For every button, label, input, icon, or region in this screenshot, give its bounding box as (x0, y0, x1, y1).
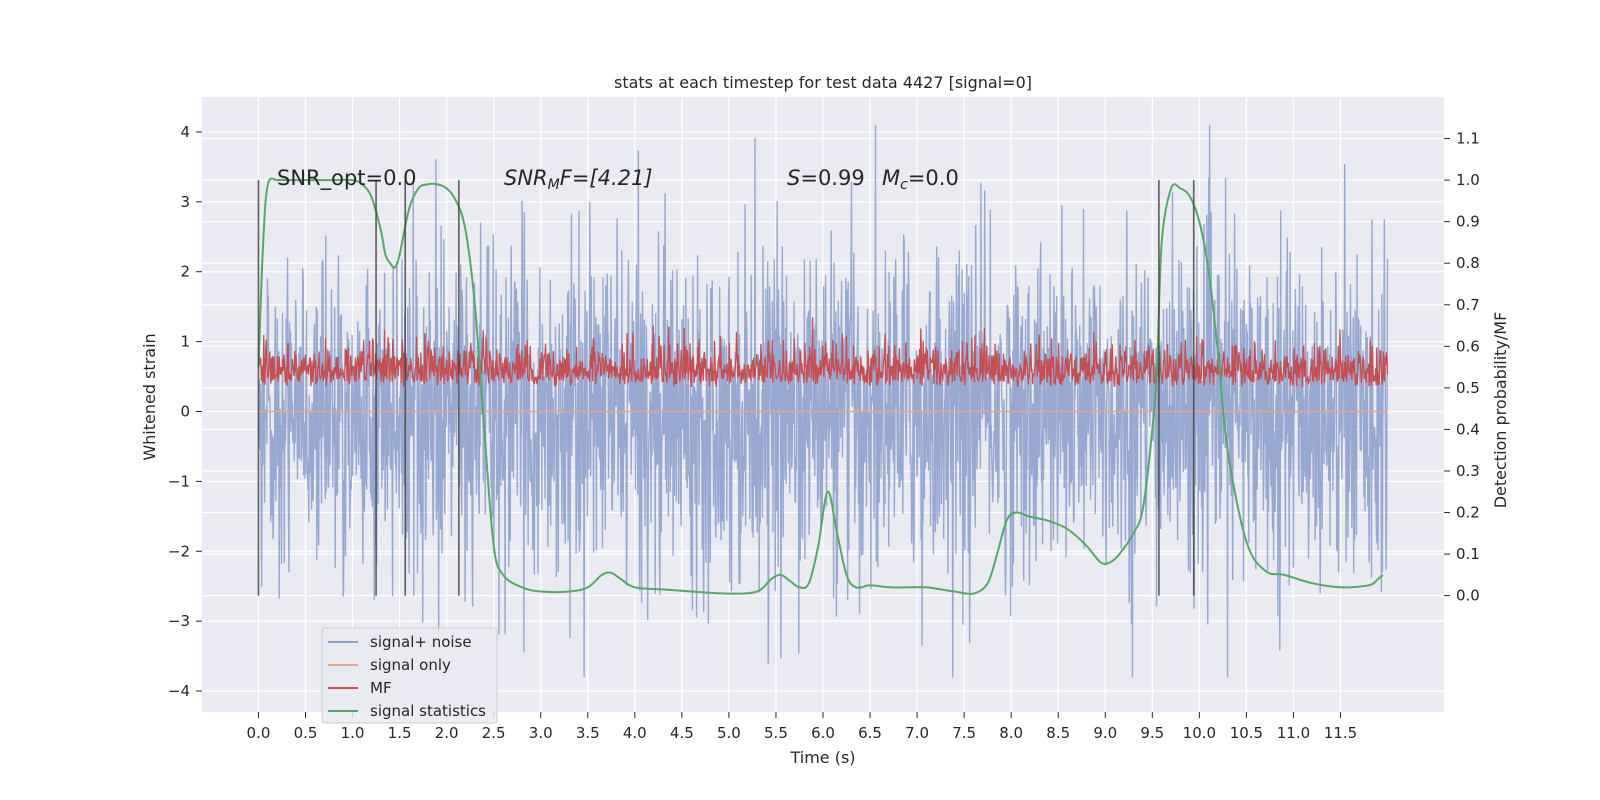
right-y-tick-label: 0.8 (1456, 254, 1480, 272)
right-y-tick-label: 0.4 (1456, 420, 1480, 438)
right-y-tick-label: 0.9 (1456, 213, 1480, 231)
left-y-tick-label: 4 (180, 123, 190, 141)
legend-label-signal-statistics: signal statistics (370, 702, 486, 720)
legend: signal+ noise signal only MF signal stat… (321, 627, 498, 724)
left-y-axis-label: Whitened strain (140, 333, 159, 460)
x-tick-label: 6.0 (811, 724, 835, 742)
left-y-tick-label: 3 (180, 193, 190, 211)
left-y-tick-label: 0 (180, 402, 190, 420)
x-tick-label: 3.5 (576, 724, 600, 742)
x-tick-label: 5.5 (764, 724, 788, 742)
left-y-tick-label: −1 (168, 472, 190, 490)
x-axis: 0.0 0.5 1.0 1.5 2.0 2.5 3.0 3.5 4.0 4.5 5.0 5.5 6.0 6… (247, 712, 1357, 742)
left-y-axis: 4 3 2 1 0 −1 −2 −3 −4 (168, 123, 202, 700)
left-y-tick-label: 2 (180, 263, 190, 281)
x-tick-label: 3.0 (529, 724, 553, 742)
legend-label-signal-noise: signal+ noise (370, 633, 472, 651)
x-tick-label: 2.5 (482, 724, 506, 742)
vertical-markers (257, 180, 1195, 596)
x-tick-label: 2.0 (435, 724, 459, 742)
x-tick-label: 1.5 (388, 724, 412, 742)
x-axis-label: Time (s) (789, 748, 855, 767)
mc-annotation: Mc=0.0 (882, 166, 959, 193)
signal-statistics-line (257, 177, 1384, 595)
x-tick-label: 0.0 (247, 724, 271, 742)
right-y-tick-label: 0.0 (1456, 587, 1480, 605)
left-y-tick-label: 1 (180, 333, 190, 351)
x-tick-label: 8.5 (1046, 724, 1070, 742)
x-tick-label: 7.0 (905, 724, 929, 742)
x-tick-label: 8.0 (999, 724, 1023, 742)
right-y-tick-label: 1.0 (1456, 171, 1480, 189)
x-tick-label: 9.0 (1093, 724, 1117, 742)
x-tick-label: 9.5 (1140, 724, 1164, 742)
x-tick-label: 0.5 (294, 724, 318, 742)
x-tick-label: 7.5 (952, 724, 976, 742)
signal-noise-line (257, 124, 1389, 678)
x-tick-label: 4.0 (623, 724, 647, 742)
signal-noise-series (257, 124, 1389, 678)
left-y-tick-label: −4 (168, 682, 190, 700)
chart-title: stats at each timestep for test data 442… (614, 73, 1032, 92)
right-y-tick-label: 0.6 (1456, 337, 1480, 355)
x-tick-label: 5.0 (717, 724, 741, 742)
s-annotation: S=0.99 (787, 166, 865, 190)
legend-label-mf: MF (370, 679, 392, 697)
x-tick-label: 4.5 (670, 724, 694, 742)
left-y-tick-label: −3 (168, 612, 190, 630)
right-y-axis-label: Detection probability/MF (1491, 312, 1510, 509)
left-y-tick-label: −2 (168, 542, 190, 560)
x-tick-label: 11.5 (1324, 724, 1357, 742)
right-y-tick-label: 0.1 (1456, 545, 1480, 563)
x-tick-label: 1.0 (341, 724, 365, 742)
mf-line (257, 317, 1389, 388)
snr-mf-annotation: SNRMF=[4.21] (504, 166, 653, 193)
signal-statistics-series (257, 177, 1384, 595)
right-y-axis: 1.1 1.0 0.9 0.8 0.7 0.6 0.5 0.4 0.3 0.2 0.1 0.0 (1444, 130, 1480, 605)
snr-opt-annotation: SNR_opt=0.0 (277, 166, 417, 191)
x-tick-label: 10.0 (1183, 724, 1216, 742)
right-y-tick-label: 0.3 (1456, 462, 1480, 480)
right-y-tick-label: 0.5 (1456, 379, 1480, 397)
legend-label-signal-only: signal only (370, 656, 451, 674)
right-y-tick-label: 1.1 (1456, 130, 1480, 148)
x-tick-label: 6.5 (858, 724, 882, 742)
right-y-tick-label: 0.7 (1456, 296, 1480, 314)
right-y-tick-label: 0.2 (1456, 504, 1480, 522)
x-tick-label: 11.0 (1277, 724, 1310, 742)
x-tick-label: 10.5 (1230, 724, 1263, 742)
mf-series (257, 317, 1389, 388)
